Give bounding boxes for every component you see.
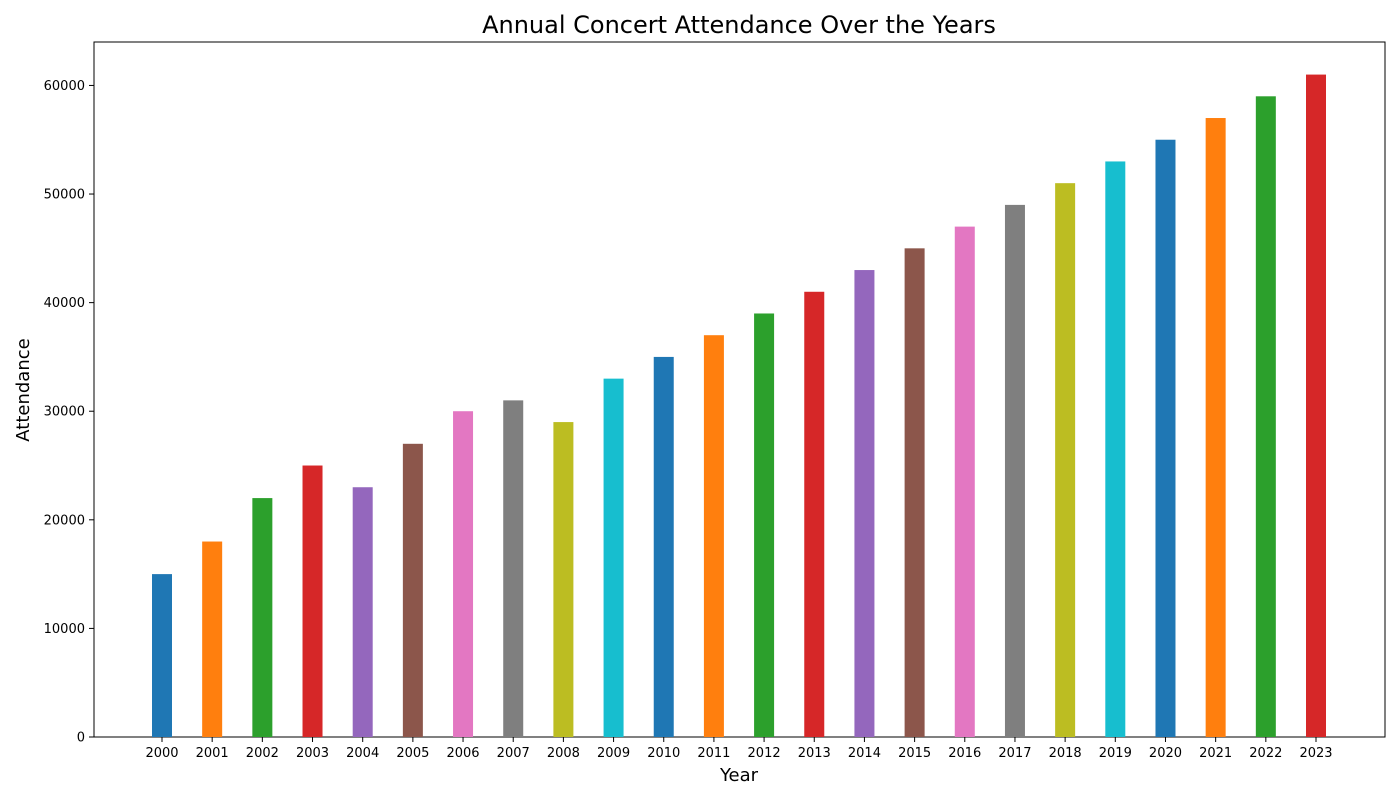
y-tick-label-0: 0 bbox=[77, 731, 85, 746]
bar-2010 bbox=[653, 356, 674, 737]
bar-2015 bbox=[904, 248, 925, 737]
bar-2005 bbox=[402, 443, 423, 737]
bar-2004 bbox=[352, 487, 373, 737]
x-tick-label-2015: 2015 bbox=[898, 746, 931, 761]
bar-2020 bbox=[1155, 139, 1176, 738]
x-tick-label-2011: 2011 bbox=[697, 746, 730, 761]
x-tick-label-2001: 2001 bbox=[196, 746, 229, 761]
x-tick-label-2019: 2019 bbox=[1099, 746, 1132, 761]
bar-2009 bbox=[603, 378, 624, 737]
x-axis-label: Year bbox=[719, 765, 759, 786]
x-tick-label-2008: 2008 bbox=[547, 746, 580, 761]
x-tick-label-2013: 2013 bbox=[798, 746, 831, 761]
bar-2003 bbox=[302, 465, 323, 737]
bar-2019 bbox=[1105, 161, 1126, 737]
x-tick-label-2007: 2007 bbox=[497, 746, 530, 761]
bar-2022 bbox=[1255, 96, 1276, 738]
x-tick-label-2012: 2012 bbox=[748, 746, 781, 761]
y-tick-label-60000: 60000 bbox=[44, 79, 85, 94]
bar-2023 bbox=[1306, 74, 1326, 737]
bar-2013 bbox=[804, 291, 825, 737]
x-tick-label-2023: 2023 bbox=[1299, 746, 1332, 761]
bar-2014 bbox=[854, 270, 875, 737]
x-axis-ticks: 2000 2001 2002 2003 2004 2005 2006 2007 2008 2009… bbox=[145, 737, 1333, 761]
bar-2002 bbox=[252, 498, 273, 737]
x-tick-label-2002: 2002 bbox=[246, 746, 279, 761]
bar-2006 bbox=[453, 411, 474, 737]
x-tick-label-2006: 2006 bbox=[446, 746, 479, 761]
y-tick-label-20000: 20000 bbox=[44, 513, 85, 528]
plot-area-frame bbox=[93, 41, 1386, 738]
bar-2007 bbox=[503, 400, 524, 737]
y-tick-label-40000: 40000 bbox=[44, 296, 85, 311]
bar-2018 bbox=[1055, 183, 1076, 738]
x-tick-label-2004: 2004 bbox=[346, 746, 379, 761]
bar-2016 bbox=[954, 226, 975, 738]
y-axis-label: Attendance bbox=[13, 338, 34, 441]
x-tick-label-2000: 2000 bbox=[145, 746, 178, 761]
x-tick-label-2003: 2003 bbox=[296, 746, 329, 761]
bar-2001 bbox=[202, 541, 223, 737]
x-tick-label-2018: 2018 bbox=[1049, 746, 1082, 761]
bars-group bbox=[152, 74, 1326, 738]
chart-title: Annual Concert Attendance Over the Years bbox=[482, 11, 996, 39]
x-tick-label-2022: 2022 bbox=[1249, 746, 1282, 761]
x-tick-label-2009: 2009 bbox=[597, 746, 630, 761]
bar-2008 bbox=[553, 422, 574, 737]
y-tick-label-50000: 50000 bbox=[44, 188, 85, 203]
bar-2012 bbox=[754, 313, 775, 737]
x-tick-label-2021: 2021 bbox=[1199, 746, 1232, 761]
x-tick-label-2016: 2016 bbox=[948, 746, 981, 761]
y-tick-label-30000: 30000 bbox=[44, 405, 85, 420]
bar-2011 bbox=[703, 335, 724, 737]
bar-2017 bbox=[1004, 204, 1025, 737]
x-tick-label-2020: 2020 bbox=[1149, 746, 1182, 761]
x-tick-label-2005: 2005 bbox=[396, 746, 429, 761]
x-tick-label-2010: 2010 bbox=[647, 746, 680, 761]
y-axis-ticks: 0 10000 20000 30000 40000 50000 60000 bbox=[44, 79, 94, 746]
x-tick-label-2017: 2017 bbox=[998, 746, 1031, 761]
bar-2021 bbox=[1205, 118, 1226, 737]
y-tick-label-10000: 10000 bbox=[44, 622, 85, 637]
bar-2000 bbox=[152, 574, 172, 737]
x-tick-label-2014: 2014 bbox=[848, 746, 881, 761]
